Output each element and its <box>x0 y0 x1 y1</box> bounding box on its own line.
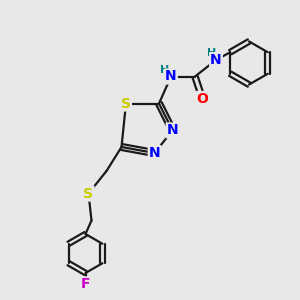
Text: N: N <box>167 124 178 137</box>
Text: H: H <box>160 65 169 75</box>
Text: S: S <box>83 187 94 200</box>
Text: H: H <box>207 48 216 59</box>
Text: F: F <box>81 278 90 291</box>
Text: S: S <box>121 97 131 110</box>
Text: O: O <box>196 92 208 106</box>
Text: N: N <box>149 146 160 160</box>
Text: N: N <box>165 70 177 83</box>
Text: N: N <box>210 53 222 67</box>
